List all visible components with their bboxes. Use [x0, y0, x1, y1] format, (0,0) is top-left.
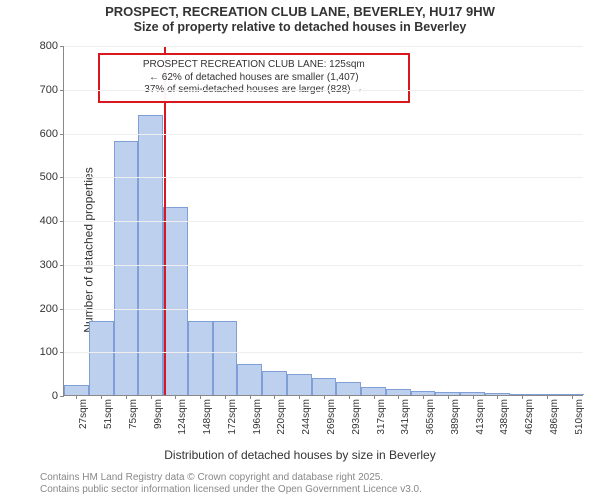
- y-tick-label: 0: [52, 390, 64, 402]
- x-tick-label: 413sqm: [475, 399, 486, 435]
- bar: [312, 378, 337, 396]
- x-tick-mark: [126, 395, 127, 399]
- x-tick-mark: [151, 395, 152, 399]
- bar: [262, 371, 287, 395]
- x-tick-mark: [349, 395, 350, 399]
- x-tick-label: 269sqm: [326, 399, 337, 435]
- bar: [114, 141, 139, 395]
- x-tick-mark: [473, 395, 474, 399]
- y-tick-label: 100: [40, 346, 64, 358]
- x-tick-label: 510sqm: [574, 399, 585, 435]
- x-tick-mark: [250, 395, 251, 399]
- x-tick-label: 99sqm: [153, 399, 164, 429]
- plot-area: PROSPECT RECREATION CLUB LANE: 125sqm ← …: [63, 46, 583, 396]
- grid-line: [64, 177, 583, 178]
- x-tick-mark: [448, 395, 449, 399]
- x-tick-label: 317sqm: [376, 399, 387, 435]
- bar: [237, 364, 262, 395]
- title-line-2: Size of property relative to detached ho…: [0, 20, 600, 35]
- x-tick-label: 220sqm: [276, 399, 287, 435]
- grid-line: [64, 90, 583, 91]
- x-tick-label: 462sqm: [524, 399, 535, 435]
- x-tick-label: 365sqm: [425, 399, 436, 435]
- bar: [287, 374, 312, 395]
- grid-line: [64, 352, 583, 353]
- x-tick-label: 75sqm: [128, 399, 139, 429]
- y-tick-label: 600: [40, 128, 64, 140]
- title-line-1: PROSPECT, RECREATION CLUB LANE, BEVERLEY…: [0, 4, 600, 20]
- y-tick-label: 500: [40, 171, 64, 183]
- x-tick-label: 389sqm: [450, 399, 461, 435]
- x-tick-label: 27sqm: [78, 399, 89, 429]
- x-tick-label: 196sqm: [252, 399, 263, 435]
- attribution: Contains HM Land Registry data © Crown c…: [40, 472, 422, 496]
- x-tick-mark: [225, 395, 226, 399]
- bar: [213, 321, 238, 395]
- y-tick-label: 200: [40, 303, 64, 315]
- x-tick-label: 51sqm: [103, 399, 114, 429]
- attribution-line-2: Contains public sector information licen…: [40, 484, 422, 496]
- x-tick-mark: [423, 395, 424, 399]
- y-tick-label: 400: [40, 215, 64, 227]
- x-tick-mark: [547, 395, 548, 399]
- bar: [336, 382, 361, 395]
- x-tick-mark: [374, 395, 375, 399]
- chart-titles: PROSPECT, RECREATION CLUB LANE, BEVERLEY…: [0, 4, 600, 35]
- x-tick-mark: [572, 395, 573, 399]
- bar: [188, 321, 213, 395]
- chart-container: PROSPECT, RECREATION CLUB LANE, BEVERLEY…: [0, 0, 600, 500]
- x-axis-label: Distribution of detached houses by size …: [0, 448, 600, 462]
- bar: [361, 387, 386, 395]
- x-tick-mark: [522, 395, 523, 399]
- x-tick-label: 293sqm: [351, 399, 362, 435]
- grid-line: [64, 221, 583, 222]
- annotation-box: PROSPECT RECREATION CLUB LANE: 125sqm ← …: [98, 53, 410, 103]
- grid-line: [64, 46, 583, 47]
- bar: [64, 385, 89, 395]
- grid-line: [64, 309, 583, 310]
- y-tick-label: 700: [40, 84, 64, 96]
- bar: [89, 321, 114, 395]
- x-tick-mark: [101, 395, 102, 399]
- x-tick-label: 438sqm: [499, 399, 510, 435]
- grid-line: [64, 134, 583, 135]
- x-tick-label: 341sqm: [400, 399, 411, 435]
- grid-line: [64, 265, 583, 266]
- y-tick-label: 300: [40, 259, 64, 271]
- x-tick-label: 244sqm: [301, 399, 312, 435]
- x-tick-mark: [324, 395, 325, 399]
- x-tick-label: 172sqm: [227, 399, 238, 435]
- bar: [163, 207, 188, 395]
- annotation-line-2: ← 62% of detached houses are smaller (1,…: [108, 72, 400, 85]
- x-tick-label: 486sqm: [549, 399, 560, 435]
- x-tick-label: 148sqm: [202, 399, 213, 435]
- annotation-line-1: PROSPECT RECREATION CLUB LANE: 125sqm: [108, 59, 400, 72]
- x-tick-label: 124sqm: [177, 399, 188, 435]
- y-tick-label: 800: [40, 40, 64, 52]
- attribution-line-1: Contains HM Land Registry data © Crown c…: [40, 472, 422, 484]
